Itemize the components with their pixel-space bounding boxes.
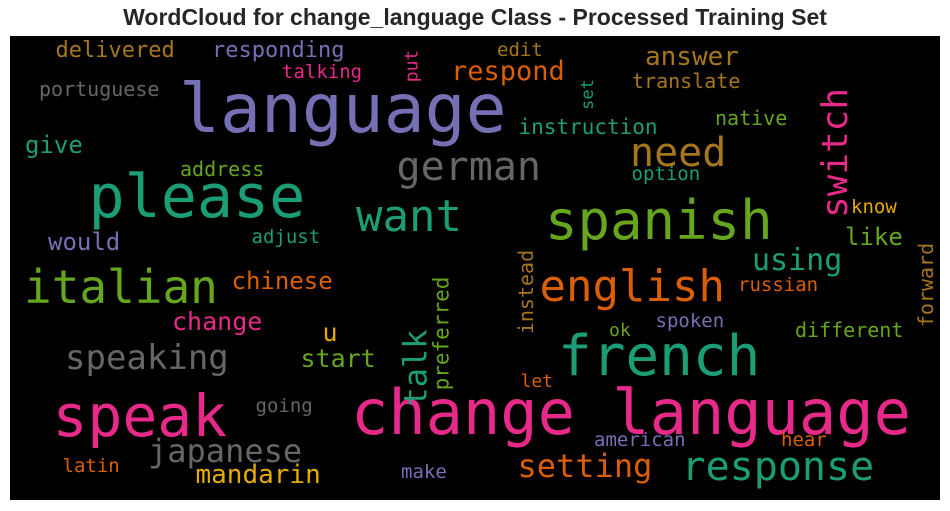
- word-put: put: [400, 49, 422, 83]
- word-responding: responding: [212, 38, 345, 63]
- word-translate: translate: [632, 69, 741, 93]
- word-address: address: [180, 157, 265, 181]
- word-start: start: [300, 343, 376, 373]
- word-would: would: [48, 228, 121, 256]
- wordcloud-canvas: language change language please speak french…: [10, 36, 940, 500]
- word-chinese: chinese: [231, 267, 333, 295]
- word-option: option: [631, 162, 701, 185]
- word-spanish: spanish: [545, 189, 773, 252]
- word-adjust: adjust: [251, 225, 321, 248]
- word-give: give: [25, 131, 83, 159]
- word-language: language: [179, 70, 507, 149]
- word-answer: answer: [645, 42, 739, 72]
- word-switch: switch: [815, 87, 857, 219]
- word-spoken: spoken: [655, 309, 725, 332]
- word-setting: setting: [517, 447, 653, 485]
- word-mandarin: mandarin: [195, 460, 321, 490]
- word-instruction: instruction: [518, 114, 658, 139]
- word-u: u: [322, 317, 338, 347]
- word-speaking: speaking: [65, 338, 229, 378]
- word-talk: talk: [396, 329, 435, 407]
- word-forward: forward: [914, 242, 939, 328]
- word-japanese: japanese: [148, 432, 303, 470]
- word-latin: latin: [62, 454, 120, 477]
- word-know: know: [851, 195, 897, 218]
- word-edit: edit: [497, 38, 543, 61]
- word-going: going: [255, 394, 313, 417]
- word-different: different: [795, 318, 904, 342]
- word-russian: russian: [738, 273, 819, 296]
- word-speak: speak: [52, 382, 228, 450]
- word-german: german: [396, 144, 542, 190]
- word-preferred: preferred: [429, 276, 454, 390]
- word-using: using: [752, 243, 843, 278]
- word-let: let: [520, 371, 554, 392]
- chart-title: WordCloud for change_language Class - Pr…: [123, 4, 827, 30]
- word-portuguese: portuguese: [39, 77, 160, 101]
- word-ok: ok: [609, 320, 631, 341]
- word-please: please: [88, 162, 306, 232]
- word-american: american: [594, 428, 686, 451]
- word-response: response: [681, 444, 875, 490]
- word-instead: instead: [514, 249, 539, 335]
- word-italian: italian: [24, 260, 218, 314]
- word-change: change: [172, 306, 263, 336]
- word-native: native: [715, 106, 788, 130]
- word-respond: respond: [451, 55, 565, 87]
- word-make: make: [401, 460, 447, 483]
- word-set: set: [577, 78, 598, 110]
- word-need: need: [630, 130, 727, 176]
- word-english: english: [539, 261, 725, 312]
- word-hear: hear: [781, 428, 827, 451]
- word-delivered: delivered: [55, 38, 175, 63]
- word-change-language: change language: [351, 376, 911, 449]
- word-like: like: [845, 223, 903, 251]
- word-talking: talking: [282, 60, 363, 83]
- word-french: french: [558, 324, 761, 389]
- word-want: want: [356, 191, 462, 242]
